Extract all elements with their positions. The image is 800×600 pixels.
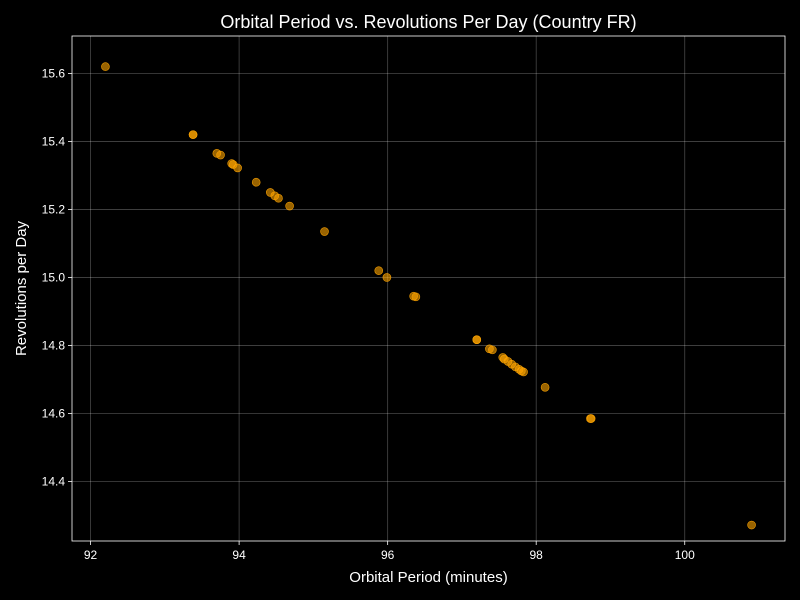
x-axis-ticks: 92 94 96 98 100 xyxy=(84,541,695,562)
x-tick-label: 98 xyxy=(530,548,544,562)
y-tick-label: 14.6 xyxy=(42,406,66,420)
data-point xyxy=(747,520,756,530)
y-tick-label: 14.4 xyxy=(42,474,66,488)
x-tick-label: 100 xyxy=(675,548,695,562)
data-point xyxy=(274,193,283,203)
y-tick-label: 15.4 xyxy=(42,134,66,148)
plot-frame xyxy=(71,35,786,542)
data-point xyxy=(101,62,110,71)
data-point xyxy=(382,273,392,282)
data-point xyxy=(540,382,550,392)
data-point xyxy=(188,130,198,139)
data-point xyxy=(488,345,497,355)
grid xyxy=(72,36,785,541)
data-point xyxy=(519,367,528,377)
x-tick-label: 94 xyxy=(232,548,246,562)
data-point xyxy=(320,227,329,236)
x-tick-label: 92 xyxy=(84,548,98,562)
data-point xyxy=(233,163,242,173)
data-point xyxy=(251,177,261,187)
chart-title: Orbital Period vs. Revolutions Per Day (… xyxy=(220,12,636,32)
x-axis-label: Orbital Period (minutes) xyxy=(349,569,507,586)
y-axis-label: Revolutions per Day xyxy=(13,220,30,356)
data-point xyxy=(411,292,421,302)
data-points xyxy=(101,62,756,530)
data-point xyxy=(586,414,596,423)
y-tick-label: 14.8 xyxy=(42,338,66,352)
data-point xyxy=(216,150,225,160)
y-axis-ticks: 14.4 14.6 14.8 15.0 15.2 15.4 15.6 xyxy=(42,66,72,488)
y-tick-label: 15.6 xyxy=(42,66,66,80)
data-point xyxy=(472,335,482,344)
data-point xyxy=(374,266,384,275)
y-tick-label: 15.0 xyxy=(42,270,66,284)
data-point xyxy=(285,201,294,211)
y-tick-label: 15.2 xyxy=(42,202,66,216)
x-tick-label: 96 xyxy=(381,548,395,562)
